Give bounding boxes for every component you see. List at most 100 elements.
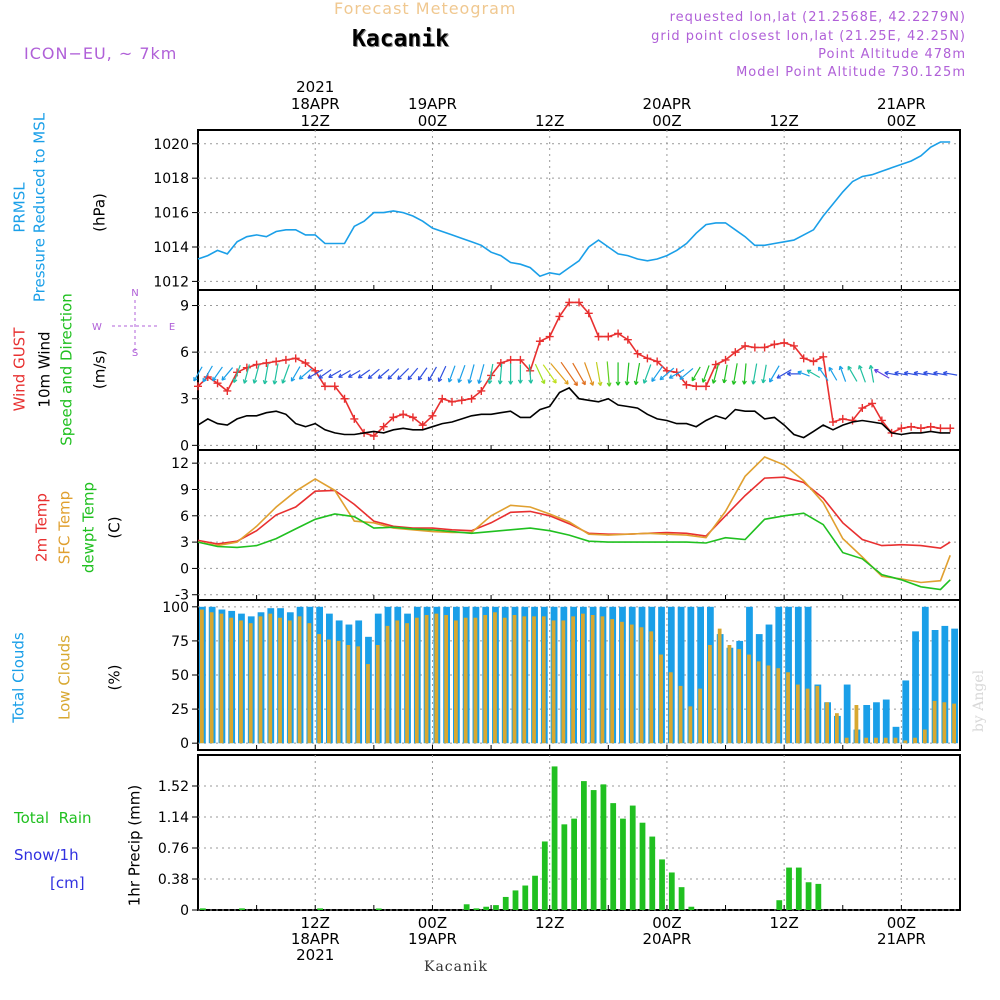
bottom-time-label: 12Z <box>301 914 330 932</box>
gust-marker <box>194 382 202 391</box>
wind-arrow <box>584 362 595 386</box>
cloud-bar-total <box>912 631 919 744</box>
wind-arrow <box>806 369 821 379</box>
gust-marker <box>223 386 232 395</box>
top-time-label: 19APR <box>408 95 457 113</box>
gust-marker <box>623 335 632 344</box>
wind-arrow <box>508 363 514 385</box>
gust-marker <box>545 332 554 341</box>
top-time-label: 00Z <box>652 112 681 130</box>
bottom-time-label: 20APR <box>643 930 692 948</box>
y-tick-label: 25 <box>171 702 189 718</box>
cloud-bar-low <box>200 609 204 744</box>
cloud-bar-low <box>766 665 771 744</box>
precip-bar <box>561 824 568 910</box>
cloud-bar-low <box>952 703 956 744</box>
wind-arrow <box>668 369 685 379</box>
gust-marker <box>213 379 222 388</box>
gust-marker <box>780 338 789 347</box>
y-tick-label: 0.38 <box>158 872 189 888</box>
panel-temperature: -3 0 3 6 9 12 <box>171 449 961 604</box>
top-time-label: 12Z <box>301 112 330 130</box>
wind-arrow <box>290 366 301 382</box>
cloud-bar-low <box>922 729 927 744</box>
wind-arrow <box>477 364 485 384</box>
gust-marker <box>799 354 808 363</box>
cloud-bar-total <box>687 606 695 744</box>
cloud-bar-total <box>873 702 880 744</box>
y-tick-label: 0.76 <box>158 841 189 857</box>
gust-marker <box>594 332 603 341</box>
gust-marker <box>829 418 837 427</box>
cloud-bar-low <box>893 737 898 744</box>
gust-marker <box>555 312 564 321</box>
cloud-bar-low <box>903 740 908 744</box>
cloud-bar-low <box>512 615 517 744</box>
wind-arrow <box>417 367 428 381</box>
legend-snow-unit: [cm] <box>50 874 85 892</box>
cloud-bar-low <box>678 685 683 744</box>
cloud-bar-low <box>844 737 849 744</box>
wind-arrow <box>615 362 621 386</box>
precip-bar <box>590 790 597 910</box>
cloud-bar-low <box>434 613 439 744</box>
wind-arrow <box>387 368 400 380</box>
cloud-bar-total <box>951 628 958 744</box>
wind-arrow <box>338 369 351 378</box>
series-line-prmsl <box>197 141 951 278</box>
cloud-bar-total <box>794 606 802 744</box>
cloud-bar-low <box>581 613 585 744</box>
cloud-bar-low <box>795 684 800 744</box>
series-line-10m-wind <box>197 386 951 439</box>
wind-arrow <box>272 363 279 385</box>
precip-bar <box>815 883 822 910</box>
precip-bar <box>502 896 509 910</box>
cloud-bar-low <box>522 616 527 744</box>
wind-arrow <box>797 370 810 377</box>
wind-arrow <box>742 363 747 385</box>
cloud-bar-low <box>297 616 302 744</box>
bottom-time-label: 12Z <box>535 914 564 932</box>
cloud-bar-low <box>346 645 351 744</box>
precip-bar <box>610 803 617 910</box>
y-tick-label: 9 <box>180 482 189 498</box>
wind-arrow <box>873 369 890 379</box>
wind-arrow <box>786 371 801 377</box>
y-tick-label: 1018 <box>153 171 189 187</box>
gust-marker <box>565 298 574 307</box>
wind-arrow <box>528 364 534 384</box>
cloud-bar-low <box>327 639 331 744</box>
cloud-bar-low <box>493 612 497 744</box>
wind-arrow <box>691 366 701 382</box>
wind-arrow <box>858 364 866 383</box>
cloud-bar-low <box>688 706 693 744</box>
wind-arrow <box>318 369 332 379</box>
gust-marker <box>575 298 583 307</box>
wind-arrow <box>868 364 875 383</box>
wind-arrow <box>377 368 390 379</box>
wind-arrow <box>572 362 586 386</box>
y-tick-label: 12 <box>171 456 189 472</box>
wind-arrow <box>679 367 694 380</box>
gust-marker <box>907 422 916 431</box>
precip-bar <box>581 781 587 910</box>
wind-arrow <box>487 363 494 385</box>
precip-bar <box>375 908 382 910</box>
y-tick-label: 0 <box>180 438 189 454</box>
cloud-bar-low <box>385 625 390 744</box>
cloud-bar-low <box>756 661 761 744</box>
top-time-label: 00Z <box>418 112 447 130</box>
cloud-bar-low <box>610 619 615 744</box>
legend-snow: Snow/1h <box>14 846 79 864</box>
cloud-bar-low <box>229 617 234 744</box>
precip-bar <box>512 890 519 910</box>
cloud-bar-low <box>913 737 917 744</box>
wind-arrow <box>281 364 290 384</box>
wind-arrow <box>242 364 250 384</box>
precip-bar <box>678 887 685 910</box>
gust-marker <box>369 432 378 441</box>
cloud-bar-low <box>366 664 370 744</box>
wind-arrow <box>232 364 241 384</box>
top-time-label: 12Z <box>535 112 564 130</box>
gust-marker <box>838 414 847 423</box>
